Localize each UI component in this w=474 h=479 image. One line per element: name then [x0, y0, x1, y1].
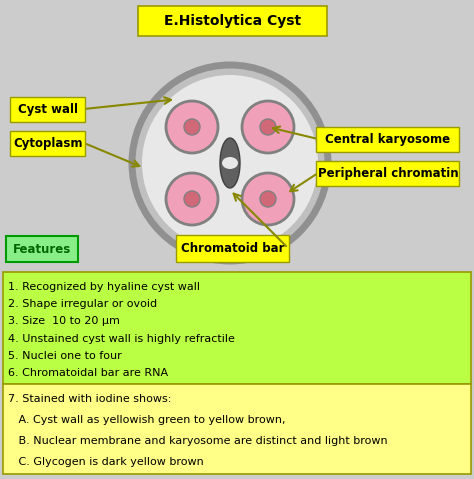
Text: Cytoplasm: Cytoplasm — [13, 137, 83, 149]
FancyBboxPatch shape — [317, 126, 459, 151]
Text: 1. Recognized by hyaline cyst wall: 1. Recognized by hyaline cyst wall — [8, 282, 200, 292]
Text: Cyst wall: Cyst wall — [18, 103, 78, 115]
Text: Central karyosome: Central karyosome — [326, 133, 451, 146]
Text: B. Nuclear membrane and karyosome are distinct and light brown: B. Nuclear membrane and karyosome are di… — [8, 436, 388, 446]
Circle shape — [166, 173, 218, 225]
Text: 2. Shape irregular or ovoid: 2. Shape irregular or ovoid — [8, 299, 157, 309]
Text: Peripheral chromatin: Peripheral chromatin — [318, 167, 458, 180]
Circle shape — [184, 191, 200, 207]
Circle shape — [260, 119, 276, 135]
FancyBboxPatch shape — [10, 130, 85, 156]
FancyBboxPatch shape — [10, 96, 85, 122]
Text: 3. Size  10 to 20 μm: 3. Size 10 to 20 μm — [8, 317, 120, 327]
Text: Features: Features — [13, 242, 71, 255]
Circle shape — [242, 101, 294, 153]
FancyBboxPatch shape — [138, 6, 327, 36]
Text: E.Histolytica Cyst: E.Histolytica Cyst — [164, 14, 301, 28]
Text: labpedia.net: labpedia.net — [405, 464, 466, 474]
Text: 5. Nuclei one to four: 5. Nuclei one to four — [8, 351, 122, 361]
FancyBboxPatch shape — [3, 384, 471, 474]
Text: Chromatoid bar: Chromatoid bar — [181, 241, 285, 254]
Text: C. Glycogen is dark yellow brown: C. Glycogen is dark yellow brown — [8, 457, 204, 467]
Circle shape — [260, 191, 276, 207]
Circle shape — [184, 119, 200, 135]
Circle shape — [242, 173, 294, 225]
Text: 4. Unstained cyst wall is highly refractile: 4. Unstained cyst wall is highly refract… — [8, 334, 235, 344]
Text: A. Cyst wall as yellowish green to yellow brown,: A. Cyst wall as yellowish green to yello… — [8, 415, 285, 425]
Ellipse shape — [222, 157, 238, 169]
Circle shape — [132, 65, 328, 261]
FancyBboxPatch shape — [317, 160, 459, 185]
Text: 7. Stained with iodine shows:: 7. Stained with iodine shows: — [8, 394, 172, 404]
FancyBboxPatch shape — [176, 235, 290, 262]
Circle shape — [166, 101, 218, 153]
FancyBboxPatch shape — [6, 236, 78, 262]
Ellipse shape — [220, 138, 240, 188]
Text: 6. Chromatoidal bar are RNA: 6. Chromatoidal bar are RNA — [8, 368, 168, 378]
Circle shape — [142, 75, 318, 251]
FancyBboxPatch shape — [3, 272, 471, 384]
